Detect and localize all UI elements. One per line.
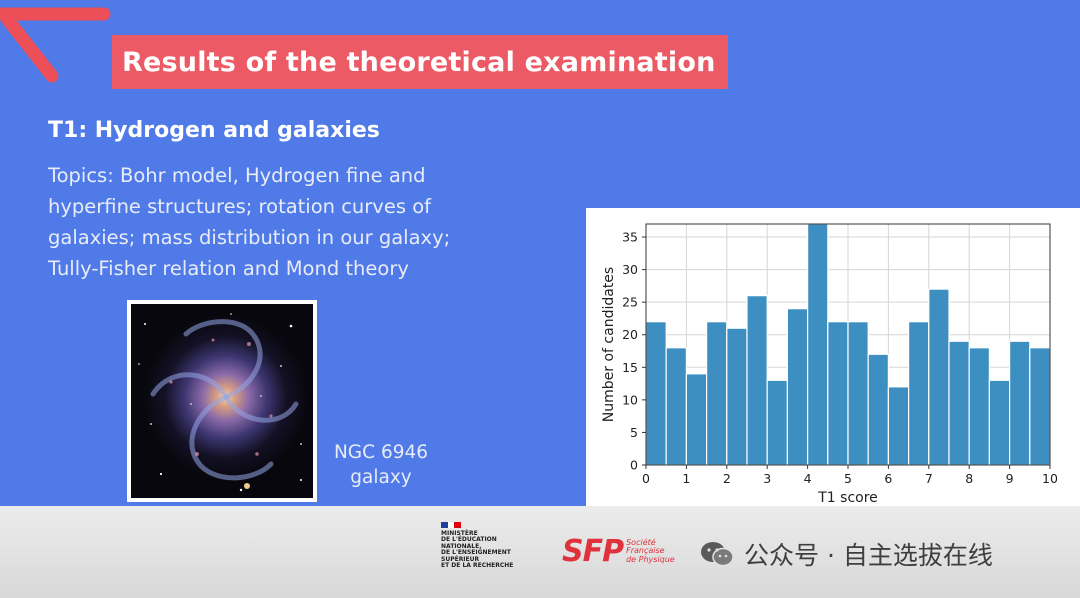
topics-line: hyperfine structures; rotation curves of [48, 195, 432, 218]
topics-text: Topics: Bohr model, Hydrogen fine and hy… [48, 160, 518, 284]
y-tick-label: 25 [622, 295, 638, 310]
footer-bar [0, 506, 1080, 598]
histogram-bar [665, 347, 687, 466]
sfp-logo: SFP Société Française de Physique [562, 534, 675, 569]
sfp-text-line: Française [626, 546, 665, 556]
x-tick-label: 3 [763, 471, 771, 486]
y-tick-label: 10 [622, 392, 638, 407]
sfp-text-line: de Physique [626, 554, 675, 564]
y-tick-label: 15 [622, 360, 638, 375]
y-tick-label: 5 [630, 425, 638, 440]
ministere-line: ET DE LA RECHERCHE [441, 562, 514, 570]
watermark-text: 公众号 · 自主选拔在线 [744, 541, 993, 570]
histogram-bar [685, 373, 708, 466]
y-tick-label: 35 [622, 230, 638, 245]
x-tick-label: 6 [884, 471, 892, 486]
y-tick-label: 30 [622, 262, 638, 277]
t1-score-histogram: 0 1 2 3 4 5 6 7 8 9 10 0 5 10 15 20 25 30 35 T1 score Number… [601, 223, 1058, 506]
ministere-line: DE L'ÉDUCATION [441, 536, 497, 544]
x-tick-label: 5 [844, 471, 852, 486]
x-tick-label: 1 [682, 471, 690, 486]
histogram-bar [968, 347, 991, 466]
x-tick-label: 7 [925, 471, 933, 486]
histogram-bar [948, 340, 970, 466]
galaxy-image-frame [127, 300, 317, 502]
y-tick-label: 20 [622, 327, 638, 342]
x-tick-label: 9 [1006, 471, 1014, 486]
histogram-bar [645, 321, 667, 466]
histogram-bar [867, 353, 890, 466]
sfp-text: Société Française de Physique [626, 537, 675, 565]
x-tick-label: 8 [965, 471, 973, 486]
histogram-bar [908, 321, 930, 466]
x-axis-label: T1 score [817, 490, 878, 506]
sfp-mark: SFP [562, 534, 624, 569]
x-tick-label: 0 [642, 471, 650, 486]
slide-title: Results of the theoretical examination [122, 46, 716, 78]
galaxy-image [131, 304, 313, 498]
histogram-panel: 0 1 2 3 4 5 6 7 8 9 10 0 5 10 15 20 25 30 35 T1 score Number… [586, 208, 1080, 506]
wechat-icon [701, 542, 734, 567]
ministere-line: DE L'ENSEIGNEMENT [441, 549, 511, 557]
galaxy-caption-line: NGC 6946 [333, 442, 429, 463]
topics-line: Topics: Bohr model, Hydrogen fine and [48, 164, 426, 187]
sfp-text-line: Société [626, 537, 656, 547]
title-banner: Results of the theoretical examination [112, 35, 728, 89]
histogram-bar [807, 223, 829, 466]
topics-line: Tully-Fisher relation and Mond theory [48, 257, 409, 280]
y-tick-label: 0 [630, 458, 638, 473]
ministere-logo: MINISTÈRE DE L'ÉDUCATION NATIONALE, DE L… [441, 522, 536, 569]
x-tick-label: 10 [1042, 471, 1058, 486]
histogram-bar [887, 386, 910, 466]
section-subtitle: T1: Hydrogen and galaxies [48, 118, 380, 143]
galaxy-caption-line: galaxy [350, 467, 412, 488]
ministere-line: SUPÉRIEUR [441, 555, 480, 563]
histogram-bar [786, 308, 809, 466]
histogram-bar [988, 379, 1011, 466]
topics-line: galaxies; mass distribution in our galax… [48, 226, 451, 249]
histogram-bar [766, 379, 788, 466]
y-axis-label: Number of candidates [601, 267, 617, 422]
galaxy-caption: NGC 6946 galaxy [318, 440, 444, 490]
histogram-bar [847, 321, 869, 466]
histogram-bar [1029, 347, 1051, 466]
histogram-bar [827, 321, 849, 466]
histogram-bar [705, 321, 728, 466]
wechat-watermark: 公众号 · 自主选拔在线 [700, 536, 993, 572]
histogram-bar [928, 288, 950, 466]
french-flag-icon [441, 522, 462, 528]
ministere-line: NATIONALE, [441, 542, 482, 550]
histogram-bar [1009, 340, 1031, 466]
ministere-line: MINISTÈRE [441, 530, 478, 537]
x-tick-label: 2 [723, 471, 731, 486]
pointer-arrow-icon [0, 7, 111, 83]
x-tick-label: 4 [804, 471, 812, 486]
histogram-bar [726, 327, 748, 466]
histogram-bar [746, 295, 768, 466]
